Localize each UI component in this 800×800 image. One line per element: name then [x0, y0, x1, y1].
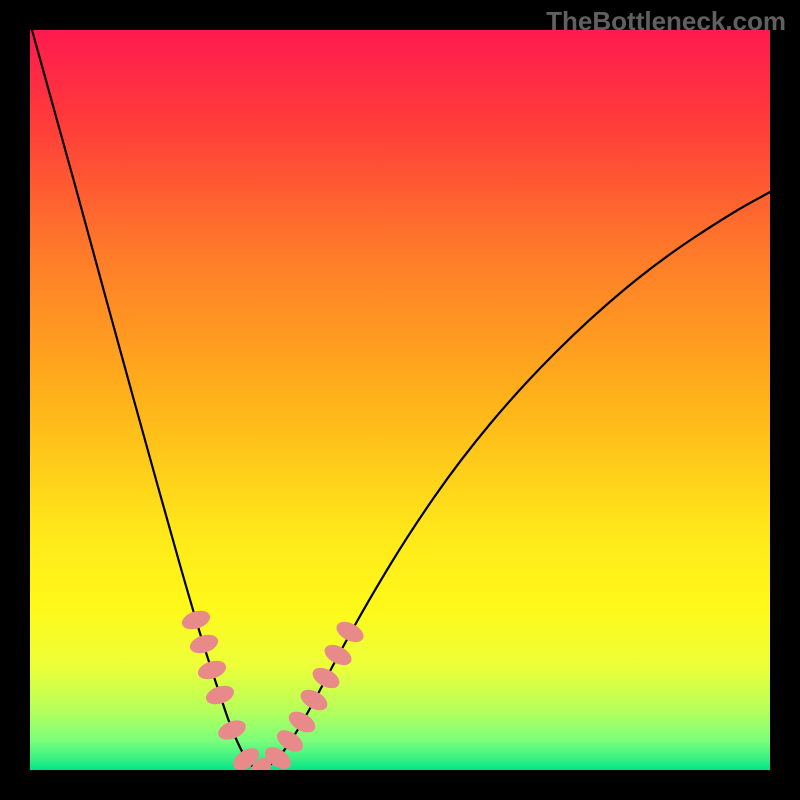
marker-right	[322, 641, 354, 668]
chart-container: TheBottleneck.com	[0, 0, 800, 800]
left-curve	[32, 30, 260, 770]
plot-area	[30, 30, 770, 770]
marker-left	[204, 683, 236, 707]
marker-left	[196, 658, 228, 682]
marker-right	[310, 664, 342, 691]
watermark-text: TheBottleneck.com	[546, 6, 786, 37]
marker-left	[180, 608, 212, 632]
marker-right	[298, 686, 330, 713]
marker-right	[334, 618, 366, 645]
curve-layer	[30, 30, 770, 770]
marker-left	[216, 717, 248, 742]
marker-left	[188, 632, 220, 656]
